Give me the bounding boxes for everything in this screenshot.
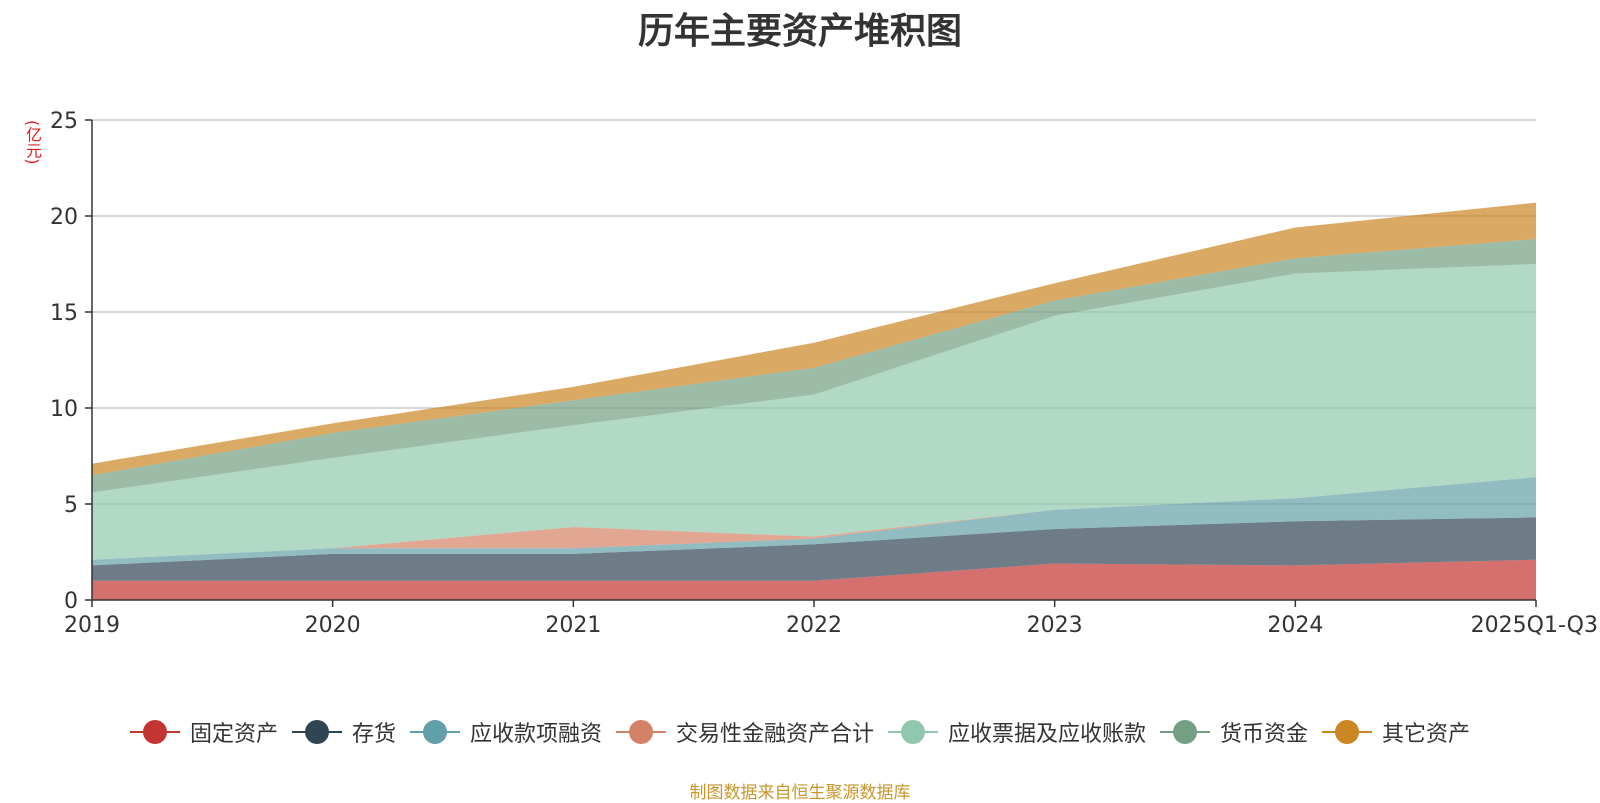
legend-marker-icon — [129, 719, 180, 745]
legend-marker-icon — [409, 719, 460, 745]
legend: 固定资产 存货 应收款项融资 交易性金融资产合计 应收票据及应收账款 货币资金 其它资产 — [0, 716, 1600, 748]
source-note: 制图数据来自恒生聚源数据库 — [689, 783, 911, 803]
area-series-4 — [92, 264, 1536, 560]
legend-item[interactable]: 存货 — [291, 716, 396, 748]
area-series-6 — [92, 202, 1536, 476]
legend-marker-icon — [1160, 719, 1211, 745]
y-tick-label: 15 — [50, 301, 78, 326]
y-tick-label: 20 — [50, 205, 78, 230]
x-tick-label: 2022 — [786, 613, 842, 638]
y-tick-label: 0 — [64, 589, 78, 614]
area-series-2 — [92, 477, 1536, 566]
legend-label: 固定资产 — [189, 722, 278, 747]
area-series-1 — [92, 517, 1536, 581]
area-series-3 — [92, 477, 1536, 560]
legend-marker-icon — [1322, 719, 1373, 745]
legend-label: 货币资金 — [1220, 722, 1309, 747]
legend-item[interactable]: 交易性金融资产合计 — [615, 716, 874, 748]
axes: 0 5 10 15 20 25 2019 2020 2021 2022 2023 2024 2025Q1… — [50, 109, 1598, 638]
legend-item[interactable]: 固定资产 — [129, 716, 278, 748]
x-tick-label: 2020 — [305, 613, 361, 638]
x-tick-label: 2023 — [1027, 613, 1083, 638]
y-tick-label: 10 — [50, 397, 78, 422]
legend-item[interactable]: 应收票据及应收账款 — [888, 716, 1146, 748]
x-tick-label: 2025Q1-Q3 — [1471, 613, 1598, 638]
area-series-0 — [92, 559, 1536, 600]
legend-item[interactable]: 货币资金 — [1160, 716, 1308, 748]
stacked-area-chart: 0 5 10 15 20 25 2019 2020 2021 2022 2023 2024 2025Q1… — [50, 109, 1598, 638]
legend-label: 应收款项融资 — [469, 722, 602, 747]
legend-item[interactable]: 其它资产 — [1322, 716, 1470, 748]
legend-marker-icon — [291, 719, 342, 745]
legend-marker-icon — [615, 719, 666, 745]
area-series-5 — [92, 239, 1536, 493]
x-tick-label: 2019 — [64, 613, 120, 638]
x-tick-label: 2024 — [1267, 613, 1323, 638]
legend-label: 交易性金融资产合计 — [675, 722, 874, 747]
legend-label: 其它资产 — [1382, 722, 1471, 747]
legend-marker-icon — [888, 719, 938, 745]
x-tick-label: 2021 — [545, 613, 601, 638]
area-series — [92, 202, 1536, 600]
y-axis-label: (亿元) — [23, 120, 42, 165]
legend-label: 存货 — [351, 722, 396, 747]
chart-title: 历年主要资产堆积图 — [637, 11, 962, 52]
y-tick-label: 5 — [64, 493, 78, 518]
y-tick-label: 25 — [50, 109, 78, 134]
legend-label: 应收票据及应收账款 — [948, 722, 1147, 747]
legend-item[interactable]: 应收款项融资 — [409, 716, 602, 748]
